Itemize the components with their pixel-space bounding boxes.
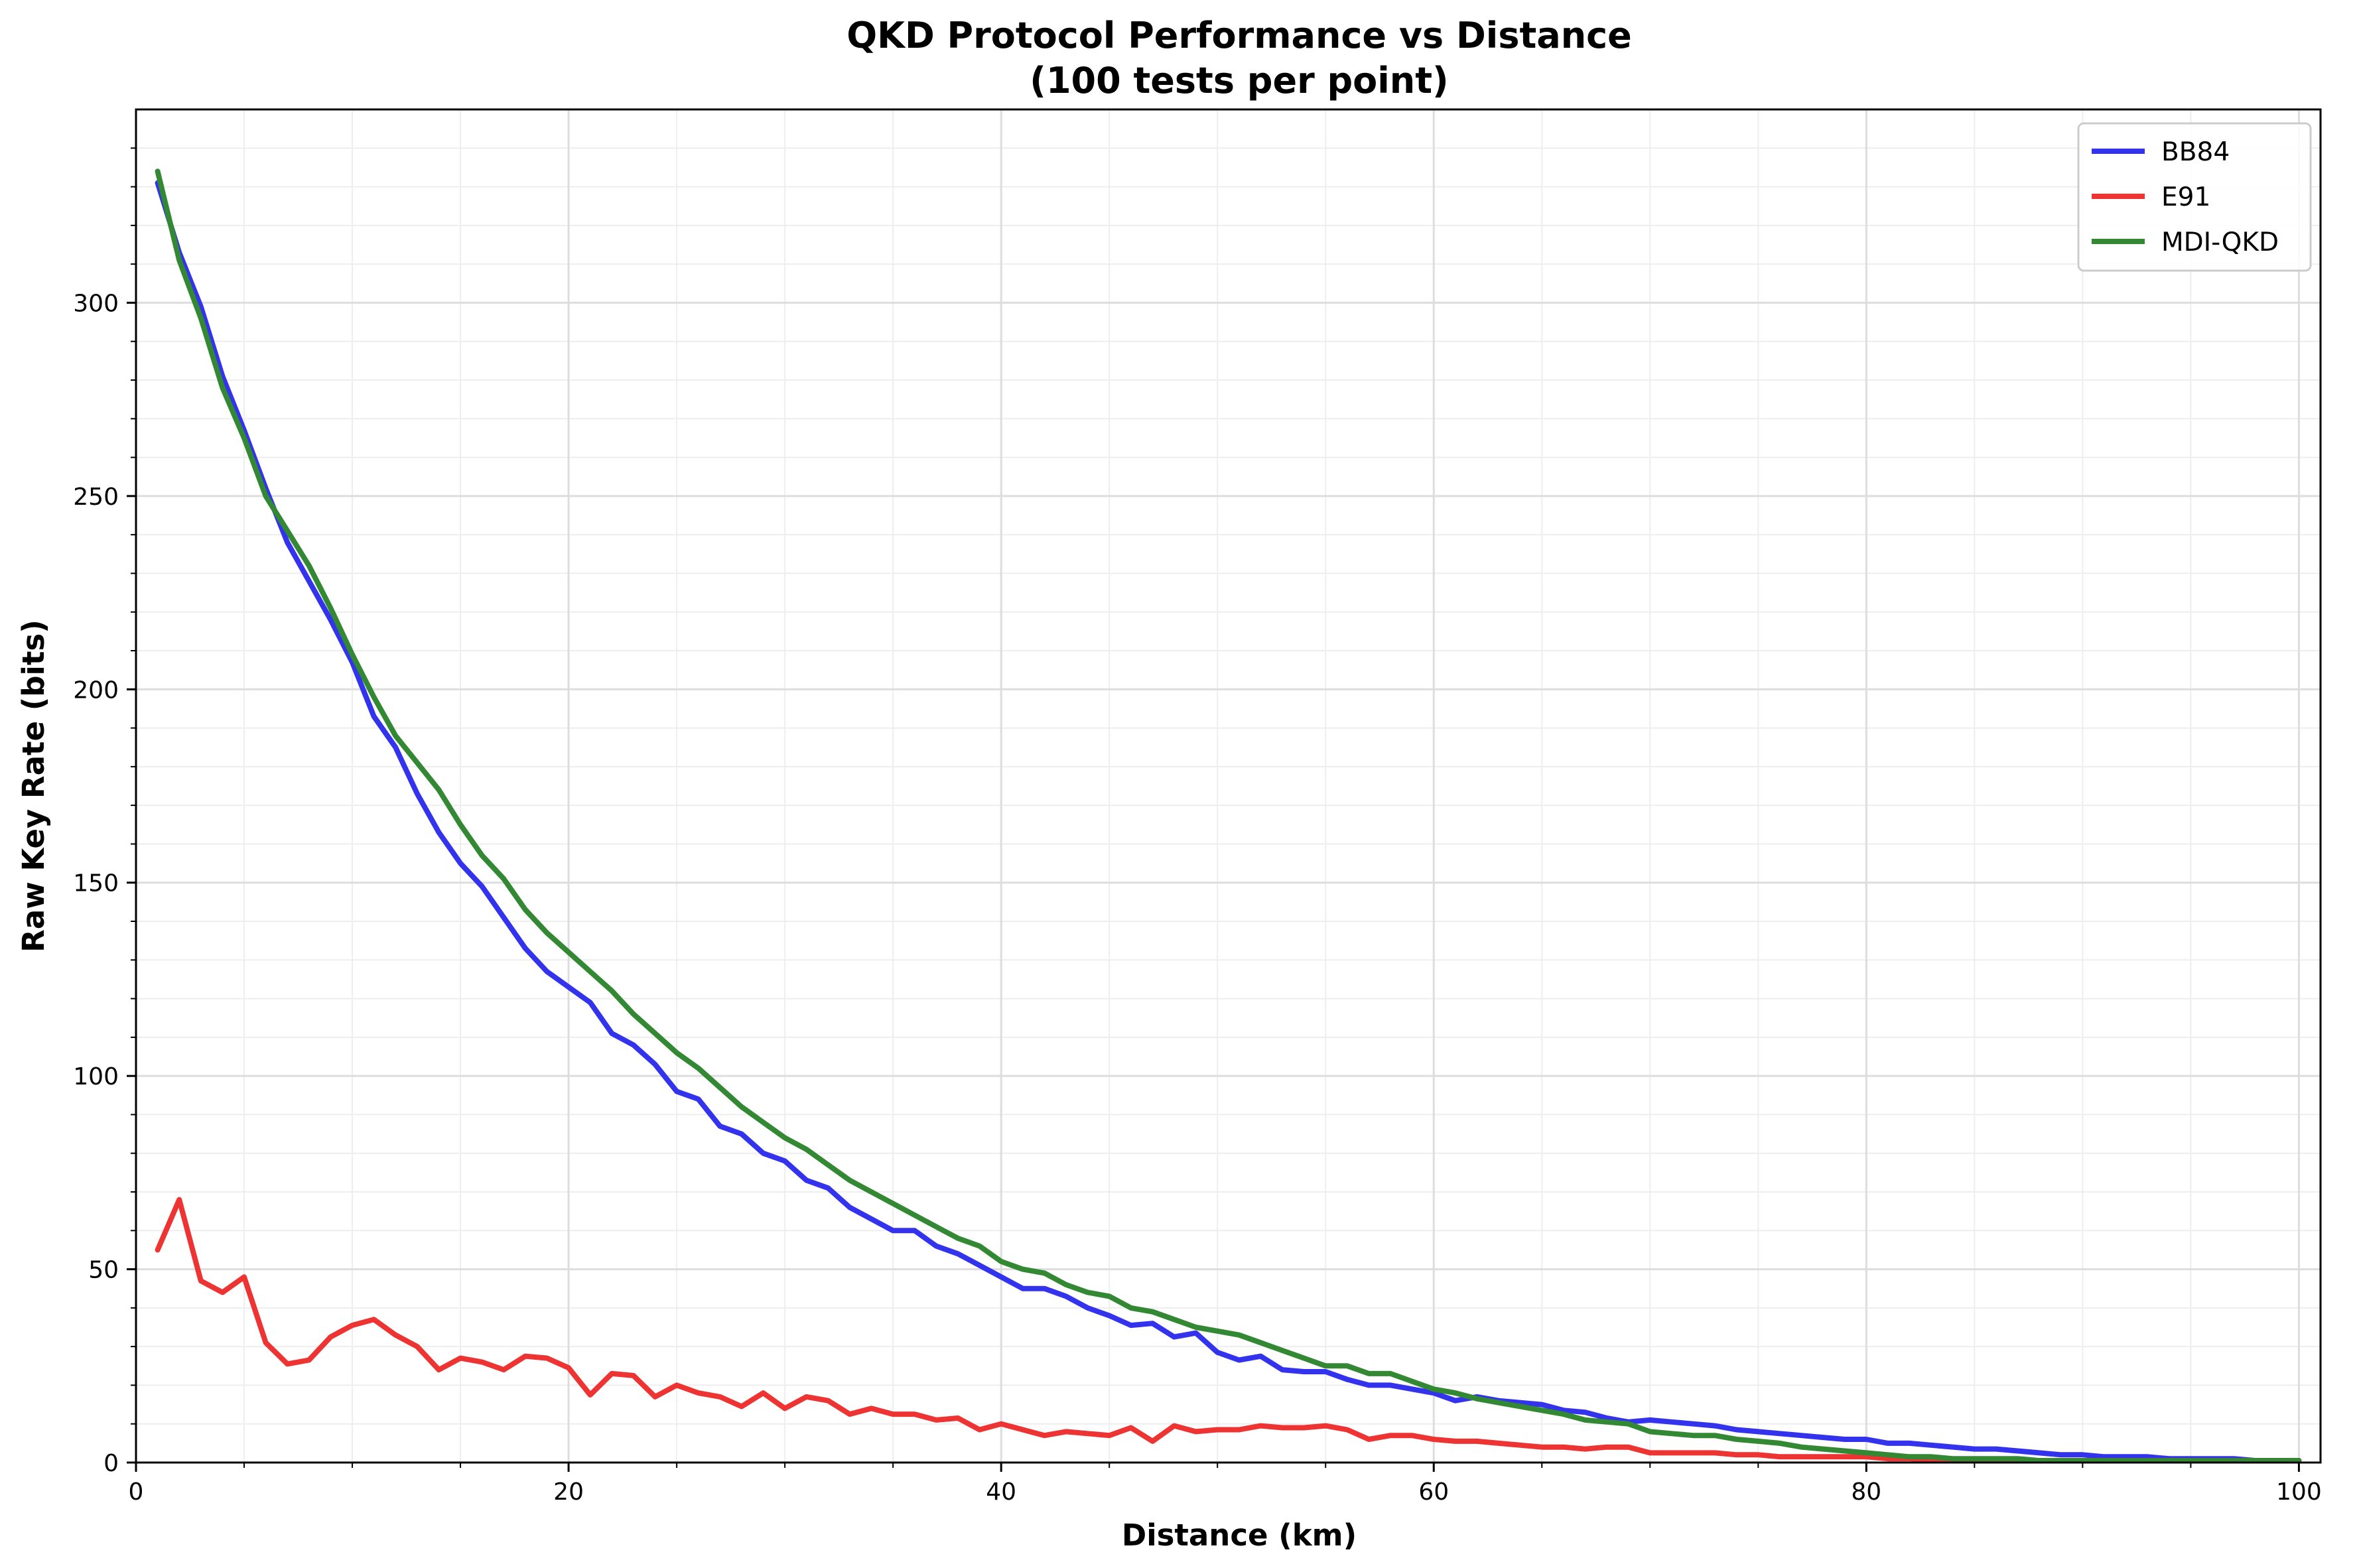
y-tick-label: 300 xyxy=(73,290,119,317)
x-tick-label: 80 xyxy=(1851,1478,1881,1506)
chart-title-line2: (100 tests per point) xyxy=(1030,60,1448,101)
y-tick-label: 100 xyxy=(73,1063,119,1090)
chart-title-line1: QKD Protocol Performance vs Distance xyxy=(846,15,1632,56)
y-tick-label: 150 xyxy=(73,870,119,897)
series-layer xyxy=(155,168,2302,1464)
x-tick-label: 0 xyxy=(129,1478,144,1506)
legend-box xyxy=(2077,122,2312,272)
y-tick-label: 200 xyxy=(73,677,119,704)
series-line-mdi-qkd xyxy=(155,168,2302,1464)
legend-label-mdi-qkd: MDI-QKD xyxy=(2161,228,2279,257)
series-line-e91 xyxy=(155,1197,2302,1464)
legend: BB84 E91 MDI-QKD xyxy=(2077,122,2312,272)
y-tick-label: 250 xyxy=(73,484,119,511)
plot-frame xyxy=(135,108,2322,1464)
legend-label-bb84: BB84 xyxy=(2161,137,2230,167)
y-tick-label: 50 xyxy=(88,1257,119,1284)
legend-label-e91: E91 xyxy=(2161,182,2210,212)
x-tick-label: 40 xyxy=(986,1478,1016,1506)
x-tick-label: 100 xyxy=(2276,1478,2322,1506)
y-tick-label: 0 xyxy=(103,1450,119,1477)
series-line-bb84 xyxy=(155,180,2302,1464)
y-axis-label: Raw Key Rate (bits) xyxy=(16,620,51,952)
x-tick-label: 20 xyxy=(553,1478,584,1506)
x-axis-label: Distance (km) xyxy=(1122,1518,1357,1553)
axis-ticks: 0 20 40 60 80 100 0 50 100 150 200 250 300 xyxy=(73,147,2322,1506)
x-tick-label: 60 xyxy=(1418,1478,1449,1506)
grid xyxy=(135,109,2321,1464)
